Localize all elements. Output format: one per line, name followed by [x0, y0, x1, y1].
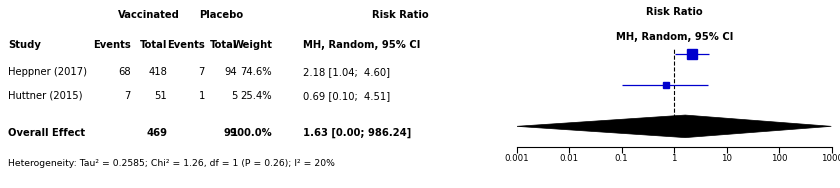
- Text: Risk Ratio: Risk Ratio: [372, 10, 429, 20]
- Text: 1.63 [0.00; 986.24]: 1.63 [0.00; 986.24]: [303, 127, 412, 138]
- Text: Study: Study: [8, 40, 41, 50]
- Text: Huttner (2015): Huttner (2015): [8, 91, 83, 101]
- Text: 1: 1: [198, 91, 205, 101]
- Polygon shape: [517, 115, 832, 138]
- Text: Risk Ratio: Risk Ratio: [646, 7, 703, 17]
- Text: 5: 5: [231, 91, 238, 101]
- Text: 51: 51: [155, 91, 167, 101]
- Text: 0.69 [0.10;  4.51]: 0.69 [0.10; 4.51]: [303, 91, 391, 101]
- Text: MH, Random, 95% CI: MH, Random, 95% CI: [616, 32, 733, 42]
- Text: 25.4%: 25.4%: [241, 91, 272, 101]
- Text: Weight: Weight: [233, 40, 272, 50]
- Text: 7: 7: [124, 91, 131, 101]
- Text: 418: 418: [149, 67, 167, 77]
- Text: 469: 469: [146, 127, 167, 138]
- Text: Heterogeneity: Tau² = 0.2585; Chi² = 1.26, df = 1 (P = 0.26); I² = 20%: Heterogeneity: Tau² = 0.2585; Chi² = 1.2…: [8, 159, 335, 168]
- Text: 74.6%: 74.6%: [241, 67, 272, 77]
- Text: Heppner (2017): Heppner (2017): [8, 67, 87, 77]
- Text: 99: 99: [223, 127, 238, 138]
- Text: 100.0%: 100.0%: [230, 127, 272, 138]
- Text: Total: Total: [210, 40, 238, 50]
- Text: 7: 7: [198, 67, 205, 77]
- Text: MH, Random, 95% CI: MH, Random, 95% CI: [303, 40, 421, 50]
- Text: Total: Total: [140, 40, 167, 50]
- Text: Placebo: Placebo: [199, 10, 243, 20]
- Text: Events: Events: [167, 40, 205, 50]
- Text: 2.18 [1.04;  4.60]: 2.18 [1.04; 4.60]: [303, 67, 391, 77]
- Text: Overall Effect: Overall Effect: [8, 127, 86, 138]
- Text: 68: 68: [118, 67, 131, 77]
- Text: Vaccinated: Vaccinated: [118, 10, 181, 20]
- Text: 94: 94: [224, 67, 238, 77]
- Text: Events: Events: [93, 40, 131, 50]
